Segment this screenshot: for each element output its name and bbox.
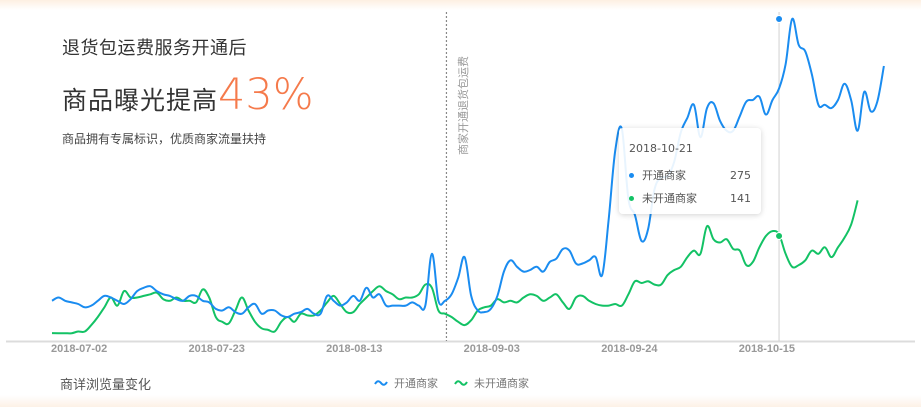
x-axis-tick-label: 2018-10-15 [738,343,796,355]
highlight-point [775,15,784,23]
chart-title: 商详浏览量变化 [60,378,152,393]
top-gradient [0,0,921,10]
x-axis-tick-label: 2018-09-03 [463,343,520,355]
x-axis-tick-label: 2018-08-13 [326,343,383,355]
series-line-not-opened [51,200,859,335]
wave-line-icon [454,380,468,386]
headline-title: 退货包运费服务开通后 [62,38,247,59]
stat-prefix: 商品曝光提高 [62,86,219,115]
wave-line-icon [374,380,388,386]
chart-tooltip: 2018-10-21 开通商家 275 未开通商家 141 [619,128,761,214]
highlight-point [775,232,784,240]
headline-stat: 商品曝光提高43% [62,70,314,120]
bottom-gradient [0,395,921,407]
series-dot-icon [629,195,634,201]
tooltip-series-name: 未开通商家 [642,192,697,205]
headline-subtitle: 商品拥有专属标识，优质商家流量扶持 [62,132,267,146]
x-axis-tick-label: 2018-09-24 [601,343,658,355]
tooltip-row-not-opened: 未开通商家 141 [629,190,751,206]
tooltip-series-value: 141 [730,191,751,205]
legend-label: 未开通商家 [474,377,529,390]
tooltip-series-name: 开通商家 [642,169,686,182]
x-axis-tick-label: 2018-07-02 [51,343,108,355]
series-dot-icon [629,172,634,178]
tooltip-series-value: 275 [730,168,751,182]
marker-label: 商家开通退货包运费 [457,56,470,155]
x-axis-tick-label: 2018-07-23 [188,343,245,355]
series-line-opened [51,17,885,319]
stat-percentage: 43% [218,70,314,120]
chart-legend: 开通商家 未开通商家 [374,375,539,391]
legend-label: 开通商家 [394,377,438,390]
tooltip-row-opened: 开通商家 275 [629,167,751,183]
tooltip-date: 2018-10-21 [629,142,693,155]
legend-item-opened[interactable]: 开通商家 [374,375,438,391]
legend-item-not-opened[interactable]: 未开通商家 [454,375,529,391]
